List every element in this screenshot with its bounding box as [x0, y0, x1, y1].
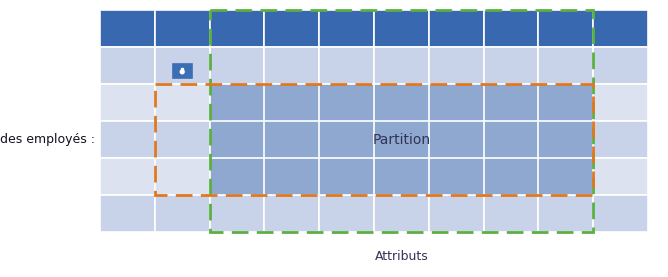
Bar — [593, 10, 648, 47]
Bar — [374, 47, 429, 84]
Bar — [210, 195, 265, 232]
Bar — [484, 47, 538, 84]
Bar — [484, 84, 538, 121]
Bar — [265, 121, 319, 158]
Bar — [265, 84, 319, 121]
Bar — [265, 10, 319, 47]
Bar — [374, 84, 429, 121]
Bar — [210, 84, 593, 195]
Bar — [593, 84, 648, 121]
Bar — [538, 195, 593, 232]
Bar — [100, 195, 155, 232]
Text: Données des employés :: Données des employés : — [0, 133, 95, 146]
Bar — [210, 84, 265, 121]
Bar — [100, 158, 155, 195]
Bar — [155, 10, 210, 47]
Bar — [374, 10, 429, 47]
Bar — [538, 84, 593, 121]
Bar — [319, 158, 374, 195]
Bar — [319, 47, 374, 84]
Bar — [100, 10, 155, 47]
Bar — [172, 64, 192, 78]
Bar — [210, 10, 265, 47]
Bar — [593, 121, 648, 158]
Circle shape — [180, 70, 184, 74]
Bar — [538, 10, 593, 47]
Bar — [155, 158, 210, 195]
Bar — [319, 121, 374, 158]
Bar — [319, 84, 374, 121]
Bar — [319, 10, 374, 47]
Bar — [484, 10, 538, 47]
Bar — [319, 195, 374, 232]
Bar — [100, 84, 155, 121]
Bar — [155, 84, 593, 195]
Bar — [484, 121, 538, 158]
Bar — [374, 195, 429, 232]
Bar — [374, 158, 429, 195]
Bar — [374, 121, 429, 158]
Bar — [155, 121, 210, 158]
Bar — [484, 195, 538, 232]
Bar — [100, 121, 155, 158]
Bar — [181, 68, 183, 72]
Bar — [155, 84, 210, 121]
Bar — [265, 47, 319, 84]
Bar — [265, 158, 319, 195]
Bar — [538, 158, 593, 195]
Bar — [429, 158, 484, 195]
Bar — [155, 47, 210, 84]
Bar — [429, 195, 484, 232]
Bar — [155, 195, 210, 232]
Bar — [210, 121, 265, 158]
Bar — [593, 158, 648, 195]
Text: Partition: Partition — [372, 132, 430, 147]
Bar — [429, 47, 484, 84]
Bar — [210, 10, 593, 232]
Bar — [429, 121, 484, 158]
Bar — [484, 158, 538, 195]
Bar — [538, 121, 593, 158]
Bar — [538, 47, 593, 84]
Bar — [265, 195, 319, 232]
Text: Attributs: Attributs — [375, 250, 428, 263]
Bar — [593, 47, 648, 84]
Bar — [429, 10, 484, 47]
Bar — [210, 47, 265, 84]
Bar — [429, 84, 484, 121]
Bar — [210, 158, 265, 195]
Bar — [100, 47, 155, 84]
Bar — [593, 195, 648, 232]
